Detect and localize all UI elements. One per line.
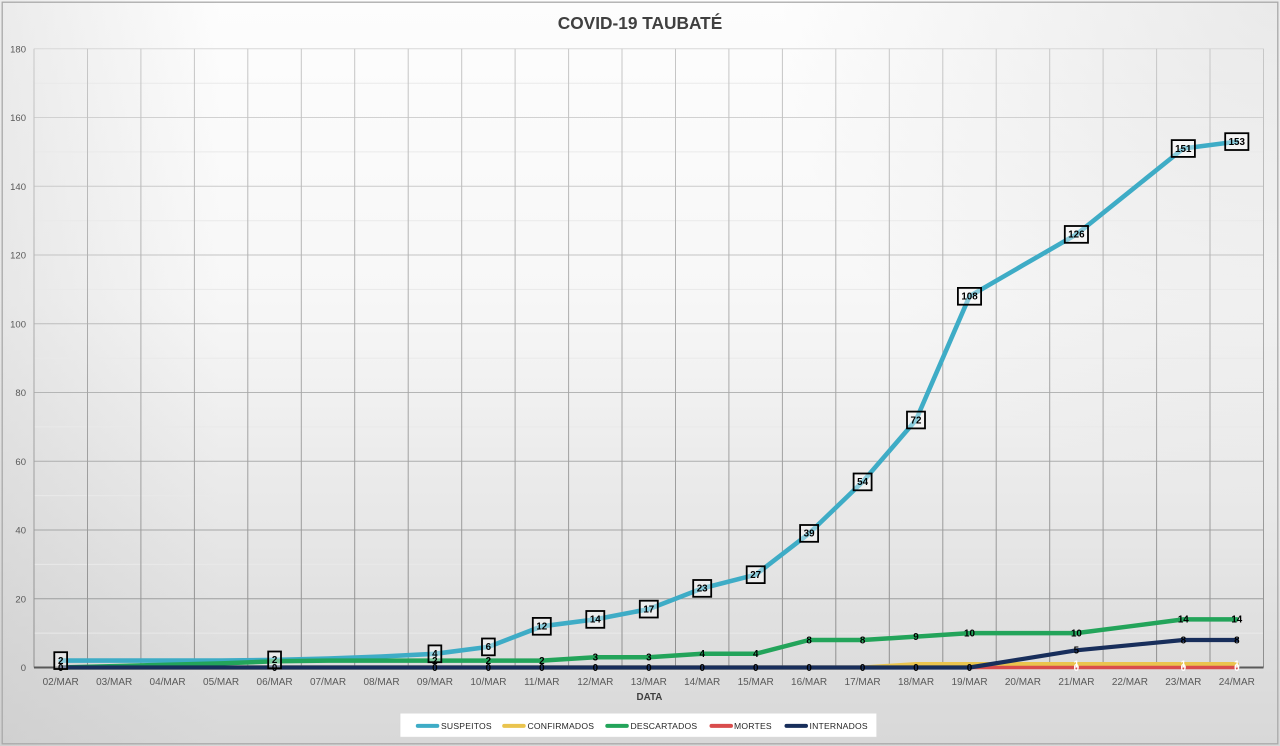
svg-text:0: 0 <box>58 663 64 674</box>
svg-text:9: 9 <box>913 632 919 643</box>
svg-text:DATA: DATA <box>637 692 663 703</box>
svg-text:1: 1 <box>1234 659 1240 670</box>
svg-text:CONFIRMADOS: CONFIRMADOS <box>528 721 595 731</box>
svg-text:14: 14 <box>590 615 601 626</box>
svg-text:23: 23 <box>697 584 708 595</box>
svg-text:09/MAR: 09/MAR <box>417 677 453 688</box>
svg-text:108: 108 <box>961 292 978 303</box>
svg-text:11/MAR: 11/MAR <box>524 677 559 688</box>
svg-text:0: 0 <box>539 663 545 674</box>
svg-text:24/MAR: 24/MAR <box>1219 677 1255 688</box>
svg-text:20/MAR: 20/MAR <box>1005 677 1041 688</box>
svg-text:4: 4 <box>432 649 438 660</box>
svg-text:0: 0 <box>1181 663 1187 674</box>
svg-text:19/MAR: 19/MAR <box>951 677 987 688</box>
svg-text:16/MAR: 16/MAR <box>791 677 827 688</box>
svg-text:2: 2 <box>432 656 438 667</box>
svg-text:0: 0 <box>753 663 759 674</box>
svg-text:05/MAR: 05/MAR <box>203 677 239 688</box>
svg-text:54: 54 <box>857 477 868 488</box>
svg-text:17/MAR: 17/MAR <box>845 677 881 688</box>
svg-text:0: 0 <box>967 663 973 674</box>
svg-text:22/MAR: 22/MAR <box>1112 677 1148 688</box>
svg-text:10: 10 <box>964 628 975 639</box>
svg-text:80: 80 <box>15 388 26 399</box>
svg-text:0: 0 <box>1234 663 1240 674</box>
svg-text:4: 4 <box>753 649 759 660</box>
svg-text:40: 40 <box>15 526 26 537</box>
svg-text:2: 2 <box>272 655 278 666</box>
svg-text:14: 14 <box>1178 615 1189 626</box>
svg-text:20: 20 <box>15 594 26 605</box>
svg-text:02/MAR: 02/MAR <box>43 677 79 688</box>
svg-text:0: 0 <box>860 663 866 674</box>
svg-text:06/MAR: 06/MAR <box>257 677 293 688</box>
svg-text:4: 4 <box>699 649 705 660</box>
svg-text:13/MAR: 13/MAR <box>631 677 667 688</box>
svg-text:23/MAR: 23/MAR <box>1165 677 1201 688</box>
svg-text:5: 5 <box>1074 646 1080 657</box>
svg-text:6: 6 <box>486 642 492 653</box>
svg-text:120: 120 <box>10 251 26 262</box>
svg-text:15/MAR: 15/MAR <box>738 677 774 688</box>
svg-text:60: 60 <box>15 457 26 468</box>
svg-text:INTERNADOS: INTERNADOS <box>810 721 868 731</box>
svg-text:8: 8 <box>1181 635 1187 646</box>
svg-text:0: 0 <box>1074 663 1080 674</box>
svg-text:3: 3 <box>593 653 599 664</box>
svg-text:COVID-19 TAUBATÉ: COVID-19 TAUBATÉ <box>558 13 723 33</box>
svg-text:14: 14 <box>1231 615 1242 626</box>
svg-text:72: 72 <box>911 415 922 426</box>
svg-text:MORTES: MORTES <box>734 721 772 731</box>
svg-text:12/MAR: 12/MAR <box>577 677 613 688</box>
svg-text:0: 0 <box>272 663 278 674</box>
svg-text:14/MAR: 14/MAR <box>684 677 720 688</box>
svg-text:10: 10 <box>1071 628 1082 639</box>
svg-text:2: 2 <box>486 656 492 667</box>
svg-text:8: 8 <box>806 635 812 646</box>
svg-text:0: 0 <box>699 663 705 674</box>
svg-text:1: 1 <box>1181 659 1187 670</box>
svg-text:21/MAR: 21/MAR <box>1058 677 1094 688</box>
svg-text:140: 140 <box>10 182 26 193</box>
svg-text:03/MAR: 03/MAR <box>96 677 132 688</box>
svg-text:126: 126 <box>1068 230 1085 241</box>
svg-text:2: 2 <box>58 656 64 667</box>
svg-text:18/MAR: 18/MAR <box>898 677 934 688</box>
svg-text:39: 39 <box>804 529 815 540</box>
svg-text:8: 8 <box>860 635 866 646</box>
svg-text:3: 3 <box>646 653 652 664</box>
svg-text:SUSPEITOS: SUSPEITOS <box>441 721 492 731</box>
svg-text:8: 8 <box>1234 635 1240 646</box>
svg-text:0: 0 <box>646 663 652 674</box>
svg-text:0: 0 <box>486 663 492 674</box>
svg-text:180: 180 <box>10 44 26 55</box>
svg-text:17: 17 <box>643 604 654 615</box>
svg-text:0: 0 <box>593 663 599 674</box>
svg-text:0: 0 <box>432 663 438 674</box>
svg-text:07/MAR: 07/MAR <box>310 677 346 688</box>
svg-text:27: 27 <box>750 570 761 581</box>
svg-text:0: 0 <box>21 663 26 674</box>
svg-text:0: 0 <box>806 663 812 674</box>
svg-text:2: 2 <box>539 656 545 667</box>
svg-text:1: 1 <box>1074 659 1080 670</box>
svg-text:12: 12 <box>536 622 547 633</box>
svg-text:160: 160 <box>10 113 26 124</box>
svg-text:153: 153 <box>1229 137 1246 148</box>
svg-text:0: 0 <box>913 663 919 674</box>
svg-text:100: 100 <box>10 319 26 330</box>
svg-text:10/MAR: 10/MAR <box>470 677 506 688</box>
svg-text:04/MAR: 04/MAR <box>150 677 186 688</box>
svg-text:08/MAR: 08/MAR <box>363 677 399 688</box>
svg-text:DESCARTADOS: DESCARTADOS <box>631 721 698 731</box>
svg-text:151: 151 <box>1175 144 1192 155</box>
